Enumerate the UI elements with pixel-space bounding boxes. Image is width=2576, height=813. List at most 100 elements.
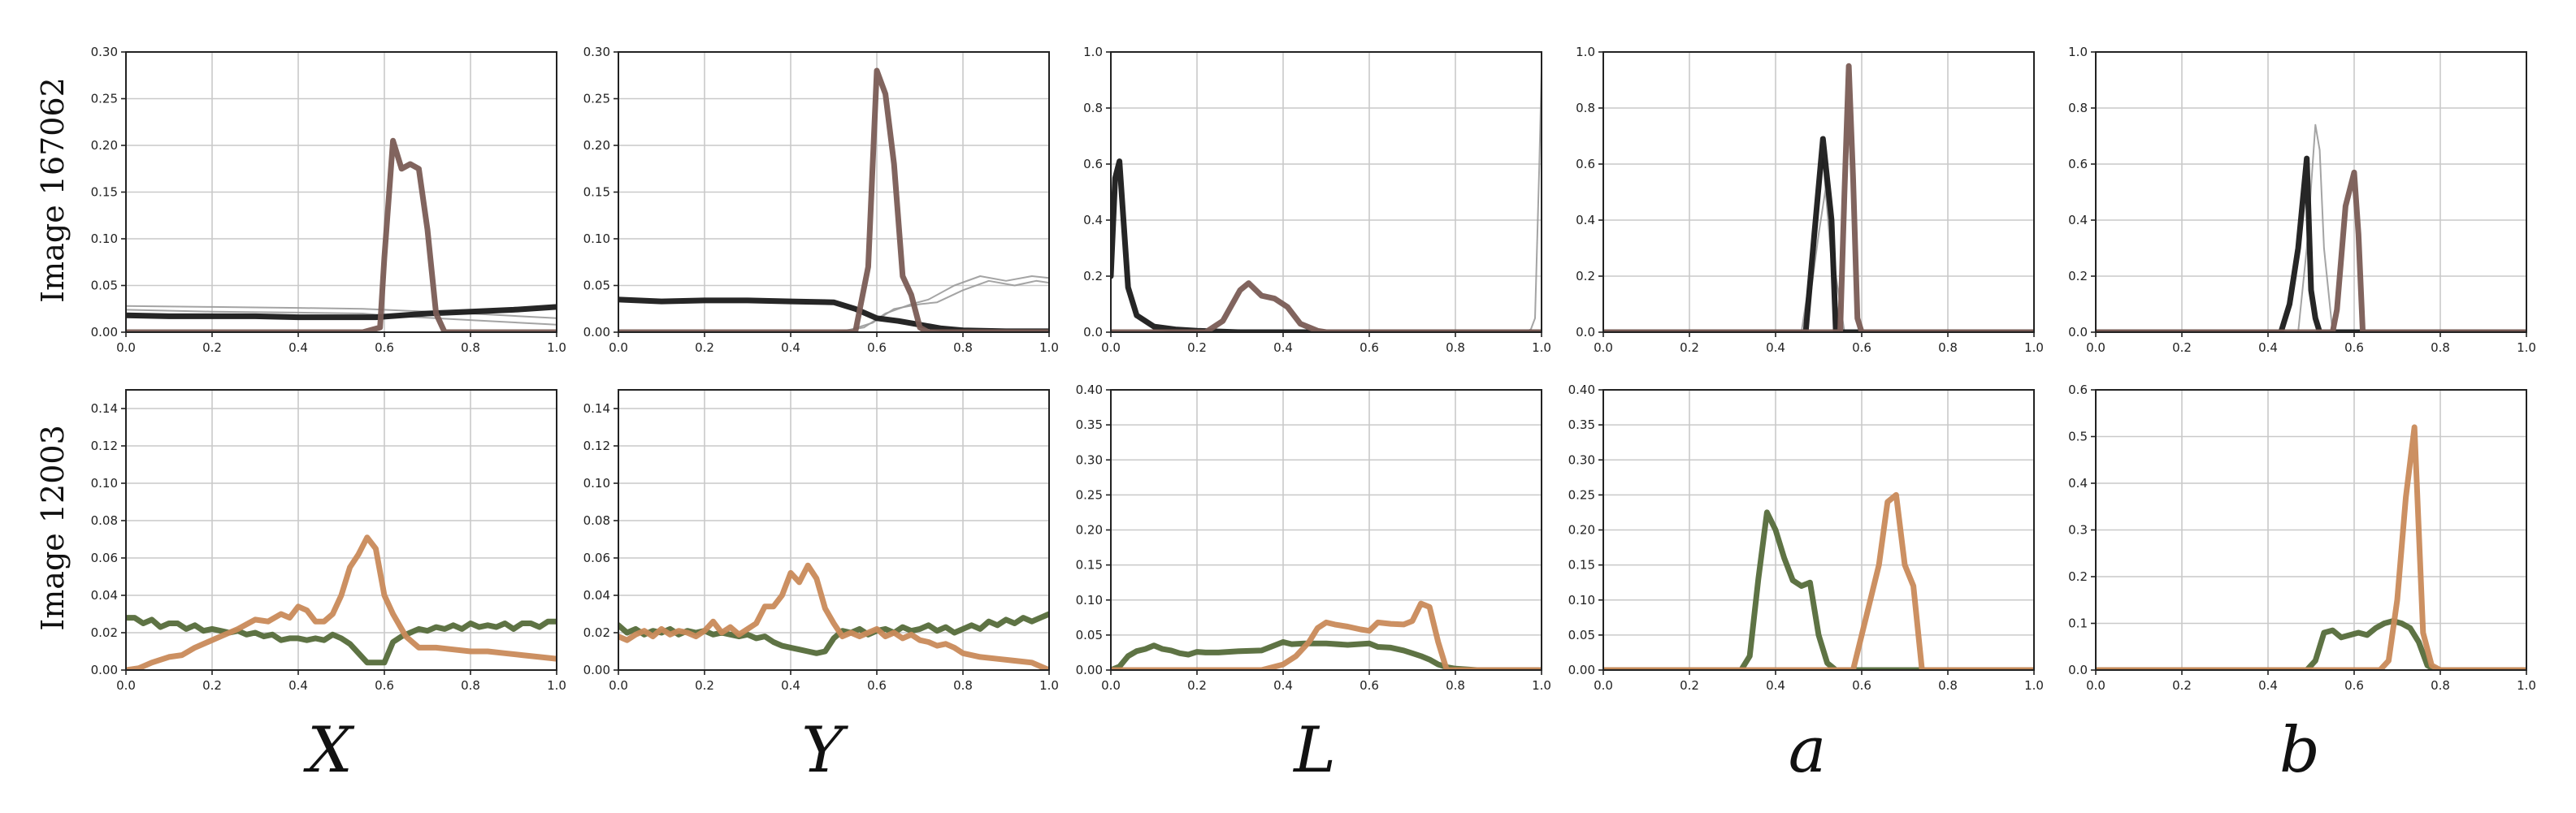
x-tick-label: 0.6 bbox=[1360, 340, 1379, 355]
x-tick-label: 0.6 bbox=[1360, 678, 1379, 693]
y-tick-label: 0.2 bbox=[2068, 269, 2088, 283]
x-tick-label: 0.2 bbox=[1187, 678, 1207, 693]
series-line-orange bbox=[126, 534, 557, 670]
x-tick-label: 0.2 bbox=[202, 340, 222, 355]
series-line-green bbox=[2096, 618, 2526, 670]
y-tick-label: 0.08 bbox=[91, 513, 118, 528]
series-line-orange bbox=[2096, 424, 2526, 670]
y-tick-label: 0.5 bbox=[2068, 430, 2088, 444]
y-tick-label: 0.0 bbox=[1083, 325, 1103, 339]
y-tick-label: 0.0 bbox=[2068, 663, 2088, 677]
column-label-b: b bbox=[2279, 714, 2320, 787]
x-tick-label: 0.4 bbox=[1273, 678, 1293, 693]
y-tick-label: 0.14 bbox=[583, 401, 610, 416]
series-line-brown bbox=[1603, 63, 2034, 332]
series-group bbox=[2096, 123, 2526, 332]
x-tick-label: 0.0 bbox=[1101, 340, 1121, 355]
x-tick-label: 1.0 bbox=[2024, 678, 2044, 693]
column-label-a: a bbox=[1789, 714, 1827, 787]
x-tick-label: 1.0 bbox=[2517, 678, 2536, 693]
y-tick-label: 0.0 bbox=[2068, 325, 2088, 339]
y-tick-label: 0.04 bbox=[91, 588, 118, 603]
y-tick-label: 0.00 bbox=[1076, 663, 1103, 677]
y-tick-label: 0.10 bbox=[583, 476, 610, 491]
series-line-gray bbox=[2096, 123, 2526, 332]
chart-panel-r0-c2: 0.0 0.2 0.4 0.6 0.8 1.0 0.0 0.2 0.4 0.6 0.8 1.0 bbox=[1083, 45, 1551, 355]
x-tick-label: 0.8 bbox=[2431, 340, 2450, 355]
axes-frame bbox=[1110, 51, 1542, 333]
x-tick-label: 0.4 bbox=[781, 340, 800, 355]
x-tick-label: 0.0 bbox=[609, 678, 628, 693]
y-tick-label: 0.40 bbox=[1076, 383, 1103, 397]
x-tick-label: 1.0 bbox=[2024, 340, 2044, 355]
y-tick-label: 0.00 bbox=[1568, 663, 1595, 677]
series-group bbox=[1603, 63, 2034, 332]
y-tick-label: 0.20 bbox=[1076, 523, 1103, 538]
y-tick-label: 0.05 bbox=[1076, 628, 1103, 642]
y-tick-label: 0.6 bbox=[2068, 157, 2088, 171]
axes-frame bbox=[125, 389, 557, 671]
x-tick-label: 0.6 bbox=[375, 678, 394, 693]
y-tick-label: 0.14 bbox=[91, 401, 118, 416]
y-tick-label: 0.02 bbox=[583, 625, 610, 640]
y-tick-label: 0.25 bbox=[583, 92, 610, 106]
x-tick-label: 0.2 bbox=[695, 340, 714, 355]
y-tick-label: 0.6 bbox=[1083, 157, 1103, 171]
y-tick-label: 0.30 bbox=[1568, 452, 1595, 467]
x-tick-label: 0.8 bbox=[2431, 678, 2450, 693]
x-tick-label: 0.6 bbox=[375, 340, 394, 355]
series-group bbox=[618, 562, 1049, 670]
x-tick-label: 1.0 bbox=[2517, 340, 2536, 355]
x-tick-label: 1.0 bbox=[1039, 678, 1059, 693]
chart-panel-r0-c0: 0.0 0.2 0.4 0.6 0.8 1.0 0.00 0.05 0.10 0.15 0.20 0.… bbox=[91, 45, 566, 355]
x-tick-label: 0.0 bbox=[609, 340, 628, 355]
axes-frame bbox=[2095, 389, 2527, 671]
series-group bbox=[126, 534, 557, 670]
x-tick-label: 0.4 bbox=[2258, 340, 2278, 355]
y-tick-label: 0.00 bbox=[91, 663, 118, 677]
y-tick-label: 0.05 bbox=[91, 279, 118, 293]
x-tick-label: 0.4 bbox=[1766, 340, 1785, 355]
x-tick-label: 0.4 bbox=[1766, 678, 1785, 693]
x-tick-label: 0.2 bbox=[2172, 678, 2192, 693]
y-tick-label: 0.10 bbox=[583, 231, 610, 246]
y-tick-label: 0.12 bbox=[583, 439, 610, 453]
y-tick-label: 0.8 bbox=[2068, 101, 2088, 115]
x-tick-label: 1.0 bbox=[1532, 340, 1551, 355]
column-label-y: Y bbox=[801, 714, 848, 787]
series-line-brown bbox=[126, 137, 557, 332]
y-tick-label: 0.6 bbox=[2068, 383, 2088, 397]
axes-frame bbox=[618, 51, 1050, 333]
y-tick-label: 0.8 bbox=[1576, 101, 1595, 115]
y-tick-label: 0.10 bbox=[91, 231, 118, 246]
y-tick-label: 0.10 bbox=[1076, 593, 1103, 608]
panel-grid: 0.0 0.2 0.4 0.6 0.8 1.0 0.00 0.05 0.10 0.15 0.20 0.… bbox=[91, 45, 2536, 693]
y-tick-label: 0.4 bbox=[1576, 213, 1595, 227]
x-tick-label: 0.0 bbox=[116, 678, 136, 693]
y-tick-label: 0.00 bbox=[91, 325, 118, 339]
x-tick-label: 0.8 bbox=[461, 678, 480, 693]
y-tick-label: 0.20 bbox=[583, 138, 610, 153]
x-tick-label: 1.0 bbox=[1039, 340, 1059, 355]
x-tick-label: 0.6 bbox=[867, 678, 887, 693]
y-tick-label: 0.35 bbox=[1076, 417, 1103, 432]
y-tick-label: 0.25 bbox=[1568, 487, 1595, 502]
y-tick-label: 1.0 bbox=[1083, 45, 1103, 59]
series-line-green bbox=[1603, 509, 2034, 670]
series-group bbox=[1111, 600, 1542, 670]
x-tick-label: 0.6 bbox=[1852, 678, 1871, 693]
y-tick-label: 0.2 bbox=[1576, 269, 1595, 283]
series-line-black bbox=[2096, 155, 2526, 332]
y-tick-label: 0.06 bbox=[91, 551, 118, 565]
y-tick-label: 0.35 bbox=[1568, 417, 1595, 432]
series-group bbox=[126, 137, 557, 332]
series-line-green bbox=[126, 615, 557, 666]
x-tick-label: 0.4 bbox=[288, 340, 308, 355]
x-tick-label: 0.4 bbox=[1273, 340, 1293, 355]
x-tick-label: 0.4 bbox=[781, 678, 800, 693]
x-tick-label: 0.0 bbox=[1594, 340, 1613, 355]
x-tick-label: 0.0 bbox=[2086, 340, 2105, 355]
x-tick-label: 1.0 bbox=[547, 678, 566, 693]
axes-frame bbox=[2095, 51, 2527, 333]
